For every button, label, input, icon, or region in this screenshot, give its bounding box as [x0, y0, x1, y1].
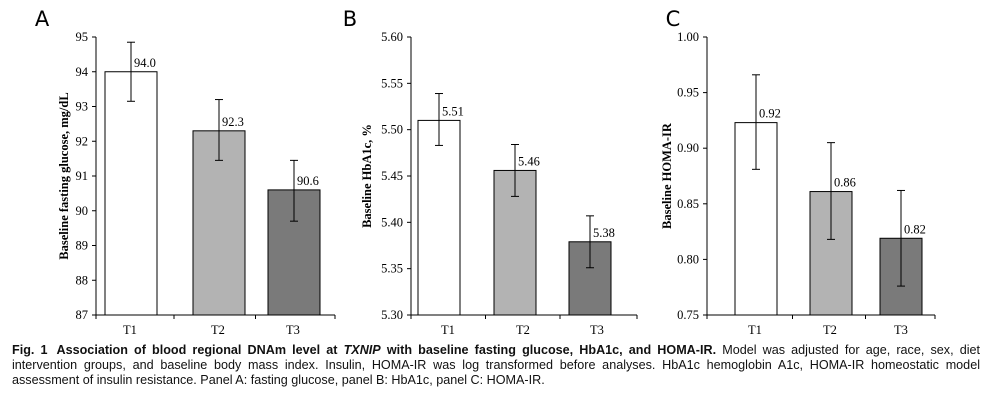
x-category-label-b: T1	[441, 323, 455, 337]
caption-title-gene: TXNIP	[343, 343, 381, 357]
panel-letter-b: B	[343, 7, 357, 31]
y-tick-label-a: 90	[76, 204, 89, 218]
caption-title-post: with baseline fasting glucose, HbA1c, an…	[380, 343, 717, 357]
x-category-label-a: T3	[286, 323, 300, 337]
y-tick-label-a: 94	[76, 65, 89, 79]
data-label-c-t2: 0.86	[834, 176, 856, 190]
data-label-a-t3: 90.6	[297, 174, 319, 188]
data-label-a-t2: 92.3	[222, 115, 244, 129]
y-tick-label-b: 5.35	[381, 262, 403, 276]
caption-title-pre: Association of blood regional DNAm level…	[56, 343, 344, 357]
y-axis-title-b: Baseline HbA1c, %	[360, 124, 374, 228]
y-axis-title-a: Baseline fasting glucose, mg/dL	[57, 92, 71, 259]
y-tick-label-b: 5.55	[381, 76, 403, 90]
bar-a-t1	[104, 71, 158, 316]
y-tick-label-c: 0.90	[677, 141, 699, 155]
y-tick-label-b: 5.50	[381, 123, 403, 137]
y-axis-title-c: Baseline HOMA-IR	[660, 122, 674, 229]
x-category-label-c: T2	[823, 323, 837, 337]
y-tick-label-c: 0.85	[677, 197, 699, 211]
y-tick-label-a: 93	[76, 100, 89, 114]
y-tick-label-c: 0.95	[677, 86, 699, 100]
y-tick-label-b: 5.45	[381, 169, 403, 183]
y-tick-label-a: 95	[76, 30, 89, 44]
y-tick-label-a: 87	[76, 308, 89, 322]
x-category-label-c: T3	[894, 323, 908, 337]
data-label-c-t1: 0.92	[759, 107, 781, 121]
figure-caption: Fig. 1 Association of blood regional DNAm…	[12, 343, 980, 388]
caption-figure-label: Fig. 1	[12, 343, 48, 357]
x-category-label-b: T3	[590, 323, 604, 337]
data-label-a-t1: 94.0	[134, 56, 156, 70]
data-label-b-t1: 5.51	[442, 104, 464, 118]
x-category-label-a: T2	[211, 323, 225, 337]
y-tick-label-b: 5.60	[381, 30, 403, 44]
y-tick-label-a: 88	[76, 273, 89, 287]
y-tick-label-c: 0.80	[677, 252, 699, 266]
panel-letter-a: A	[35, 7, 50, 31]
y-tick-label-a: 91	[76, 169, 89, 183]
data-label-b-t2: 5.46	[518, 154, 540, 168]
x-category-label-a: T1	[123, 323, 137, 337]
caption-body: Model was adjusted for age, race, sex, d…	[12, 343, 980, 387]
y-tick-label-b: 5.30	[381, 308, 403, 322]
y-tick-label-c: 0.75	[677, 308, 699, 322]
y-tick-label-c: 1.00	[677, 30, 699, 44]
caption-title: Association of blood regional DNAm level…	[57, 343, 717, 357]
charts-canvas: A 87 88 89 90 91 92 93 94 95 Baseline fasting gluc…	[35, 7, 936, 337]
y-tick-label-b: 5.40	[381, 215, 403, 229]
y-tick-label-a: 92	[76, 134, 89, 148]
data-label-c-t3: 0.82	[904, 222, 926, 236]
panel-letter-c: C	[666, 7, 681, 31]
y-tick-label-a: 89	[76, 239, 89, 253]
bar-b-t1	[417, 119, 461, 316]
x-category-label-c: T1	[748, 323, 762, 337]
data-label-b-t3: 5.38	[593, 226, 615, 240]
x-category-label-b: T2	[516, 323, 530, 337]
